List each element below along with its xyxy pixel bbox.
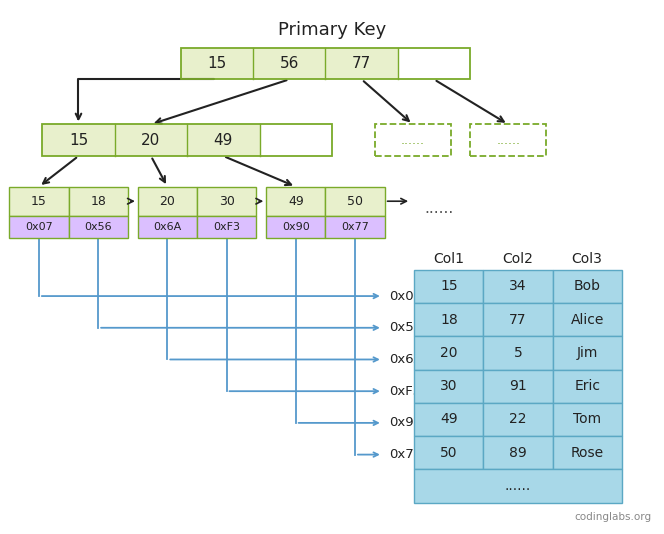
Bar	[552, 270, 622, 303]
Text: 0xF3: 0xF3	[389, 384, 422, 398]
Text: Alice: Alice	[570, 312, 604, 327]
Text: 0x6A: 0x6A	[389, 353, 423, 366]
Text: Col3: Col3	[572, 252, 603, 266]
Bar	[266, 187, 325, 216]
Text: 0x07: 0x07	[389, 289, 422, 303]
Text: 20: 20	[440, 346, 457, 360]
Bar	[9, 187, 68, 216]
Bar	[414, 370, 483, 403]
Text: 77: 77	[352, 56, 371, 71]
Bar	[552, 370, 622, 403]
Bar	[483, 403, 552, 436]
Text: Col2: Col2	[503, 252, 533, 266]
Text: ......: ......	[400, 134, 425, 147]
Text: Jim: Jim	[576, 346, 598, 360]
Text: 56: 56	[280, 56, 299, 71]
Text: Primary Key: Primary Key	[278, 21, 386, 40]
Bar	[260, 124, 332, 156]
Text: 0x6A: 0x6A	[153, 222, 181, 232]
Text: 0x90: 0x90	[282, 222, 309, 232]
Text: 0x77: 0x77	[389, 448, 422, 461]
Text: Eric: Eric	[574, 379, 600, 393]
Text: 0x77: 0x77	[341, 222, 369, 232]
Text: 0x90: 0x90	[389, 417, 422, 429]
Text: Rose: Rose	[570, 446, 604, 460]
Text: 30: 30	[218, 195, 234, 208]
Text: 91: 91	[509, 379, 527, 393]
Text: 5: 5	[514, 346, 523, 360]
Text: 77: 77	[509, 312, 527, 327]
Bar	[115, 124, 187, 156]
Bar	[42, 124, 332, 156]
Bar	[552, 436, 622, 469]
Text: 49: 49	[440, 412, 457, 427]
Bar	[414, 303, 483, 336]
Bar	[137, 216, 197, 238]
Bar	[552, 303, 622, 336]
Text: 49: 49	[288, 195, 303, 208]
Text: 50: 50	[347, 195, 363, 208]
Bar	[470, 124, 546, 156]
Text: ......: ......	[505, 479, 531, 493]
Bar	[414, 469, 622, 502]
Bar	[68, 187, 128, 216]
Text: 0xF3: 0xF3	[213, 222, 240, 232]
Text: 0x56: 0x56	[84, 222, 112, 232]
Text: 49: 49	[214, 132, 233, 148]
Bar	[181, 48, 470, 80]
Text: 15: 15	[440, 279, 457, 293]
Bar	[42, 124, 115, 156]
Text: 15: 15	[207, 56, 226, 71]
Text: ......: ......	[424, 201, 454, 216]
Bar	[325, 48, 398, 80]
Text: 20: 20	[141, 132, 161, 148]
Bar	[253, 48, 325, 80]
Bar	[181, 48, 253, 80]
Text: 15: 15	[69, 132, 88, 148]
Text: 89: 89	[509, 446, 527, 460]
Bar	[552, 336, 622, 370]
Bar	[483, 436, 552, 469]
Bar	[9, 216, 68, 238]
Bar	[483, 303, 552, 336]
Text: 30: 30	[440, 379, 457, 393]
Text: Tom: Tom	[573, 412, 601, 427]
Bar	[197, 216, 256, 238]
Text: 20: 20	[159, 195, 175, 208]
Bar	[414, 270, 483, 303]
Bar	[414, 336, 483, 370]
Bar	[187, 124, 260, 156]
Bar	[483, 370, 552, 403]
Bar	[398, 48, 470, 80]
Bar	[325, 216, 384, 238]
Text: 22: 22	[509, 412, 527, 427]
Bar	[266, 216, 325, 238]
Bar	[483, 336, 552, 370]
Text: 50: 50	[440, 446, 457, 460]
Bar	[374, 124, 450, 156]
Text: 18: 18	[440, 312, 457, 327]
Text: 0x07: 0x07	[25, 222, 53, 232]
Text: ......: ......	[496, 134, 520, 147]
Bar	[325, 187, 384, 216]
Text: codinglabs.org: codinglabs.org	[574, 512, 651, 522]
Text: Col1: Col1	[434, 252, 464, 266]
Bar	[414, 403, 483, 436]
Bar	[414, 436, 483, 469]
Bar	[197, 187, 256, 216]
Text: 15: 15	[31, 195, 47, 208]
Bar	[552, 403, 622, 436]
Text: Bob: Bob	[574, 279, 601, 293]
Bar	[137, 187, 197, 216]
Text: 0x56: 0x56	[389, 321, 422, 334]
Bar	[483, 270, 552, 303]
Text: 18: 18	[90, 195, 106, 208]
Text: 34: 34	[509, 279, 527, 293]
Bar	[68, 216, 128, 238]
